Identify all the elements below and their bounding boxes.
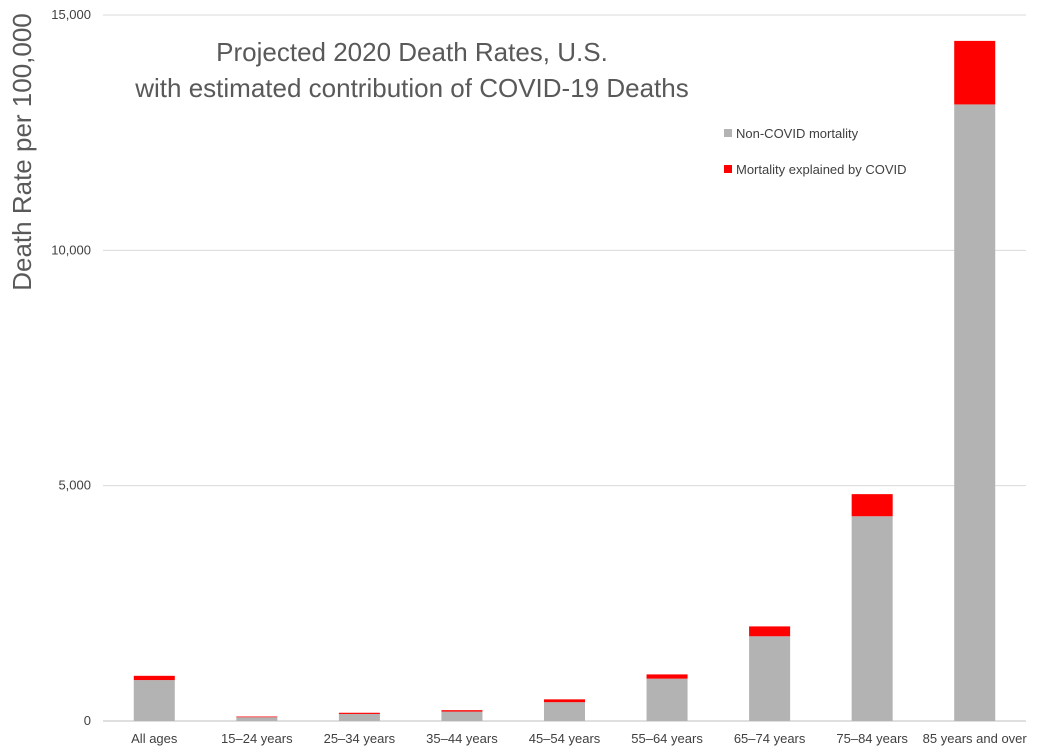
- bar-covid: [338, 712, 380, 714]
- bar-covid: [646, 674, 688, 679]
- chart-title-line-2: with estimated contribution of COVID-19 …: [134, 73, 688, 103]
- y-tick-label: 15,000: [51, 7, 91, 22]
- bar-non-covid: [646, 678, 688, 721]
- bar-non-covid: [749, 636, 791, 721]
- bar-covid: [133, 675, 175, 681]
- bar-covid: [851, 494, 893, 517]
- x-category-label: 35–44 years: [426, 731, 498, 746]
- x-category-label: 55–64 years: [631, 731, 703, 746]
- y-tick-label: 5,000: [58, 478, 91, 493]
- bar-covid: [749, 626, 791, 637]
- x-category-label: 25–34 years: [324, 731, 396, 746]
- legend-swatch-non-covid: [724, 129, 732, 137]
- bars: [133, 40, 996, 722]
- bar-non-covid: [954, 104, 996, 722]
- x-category-label: 85 years and over: [923, 731, 1028, 746]
- bar-non-covid: [236, 717, 278, 721]
- bar-covid: [441, 710, 483, 712]
- x-category-label: 15–24 years: [221, 731, 293, 746]
- legend-swatch-covid: [724, 165, 732, 173]
- bar-covid: [954, 40, 996, 105]
- x-category-label: 75–84 years: [836, 731, 908, 746]
- bar-non-covid: [441, 711, 483, 721]
- y-tick-label: 0: [84, 713, 91, 728]
- y-axis-label: Death Rate per 100,000: [7, 13, 37, 291]
- bar-covid: [543, 699, 586, 703]
- legend: Non-COVID mortality Mortality explained …: [724, 126, 907, 177]
- x-axis-categories: All ages 15–24 years 25–34 years 35–44 year…: [131, 731, 1027, 746]
- bar-non-covid: [543, 702, 586, 721]
- legend-label-non-covid: Non-COVID mortality: [736, 126, 859, 141]
- bar-non-covid: [133, 680, 175, 721]
- chart-title-line-1: Projected 2020 Death Rates, U.S.: [216, 37, 608, 67]
- y-tick-label: 10,000: [51, 242, 91, 257]
- bar-covid: [236, 716, 278, 718]
- x-category-label: 45–54 years: [529, 731, 601, 746]
- bar-non-covid: [338, 713, 380, 721]
- legend-label-covid: Mortality explained by COVID: [736, 162, 907, 177]
- y-axis-ticks: 0 5,000 10,000 15,000: [51, 7, 91, 728]
- x-category-label: All ages: [131, 731, 178, 746]
- bar-non-covid: [851, 516, 893, 721]
- x-category-label: 65–74 years: [734, 731, 806, 746]
